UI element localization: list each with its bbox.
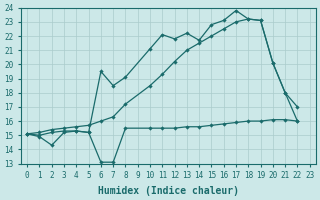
X-axis label: Humidex (Indice chaleur): Humidex (Indice chaleur): [98, 186, 239, 196]
